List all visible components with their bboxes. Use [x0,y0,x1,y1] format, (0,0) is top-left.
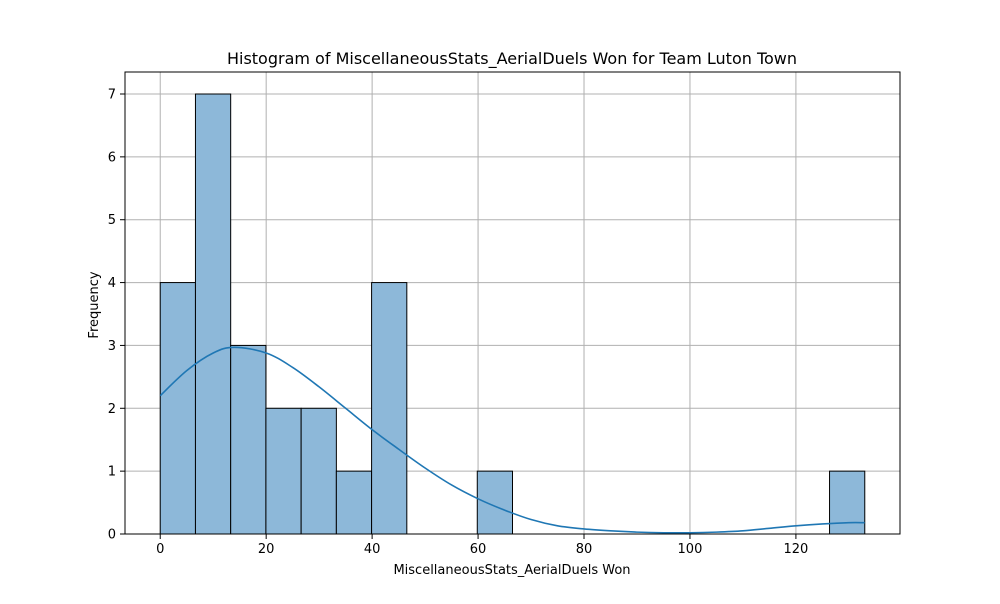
histogram-bar-5 [300,407,337,535]
x-tick-label: 120 [783,542,808,557]
histogram-bar-9 [829,470,866,535]
histogram-bar-3 [230,344,267,535]
histogram-bar-7 [371,282,408,535]
kde-line [159,346,865,534]
y-axis-label: Frequency [87,271,102,338]
x-tick-label: 20 [258,542,275,557]
y-tick-label: 7 [108,88,116,103]
ticks-layer: 0 20 40 60 80 100 120 0 1 2 3 4 5 6 7 [108,88,809,558]
bars-layer [159,93,866,535]
y-tick-label: 2 [108,402,116,417]
x-axis-label: MiscellaneousStats_AerialDuels Won [393,563,630,578]
histogram-bar-4 [265,407,302,535]
kde-layer [159,346,865,534]
y-tick-label: 0 [108,528,116,543]
y-tick-label: 5 [108,213,116,228]
histogram-bar-6 [335,470,373,535]
x-tick-label: 100 [678,542,703,557]
x-tick-label: 60 [470,542,487,557]
histogram-bar-8 [476,470,514,535]
histogram-bar-2 [194,93,232,535]
y-tick-label: 4 [108,276,116,291]
y-tick-label: 6 [108,150,116,165]
y-tick-label: 3 [108,339,116,354]
x-tick-label: 80 [576,542,593,557]
plot-frame [124,71,901,535]
x-tick-label: 40 [364,542,381,557]
x-tick-label: 0 [156,542,164,557]
chart-title: Histogram of MiscellaneousStats_AerialDu… [227,49,797,69]
histogram-bar-1 [159,282,196,535]
y-tick-label: 1 [108,465,116,480]
